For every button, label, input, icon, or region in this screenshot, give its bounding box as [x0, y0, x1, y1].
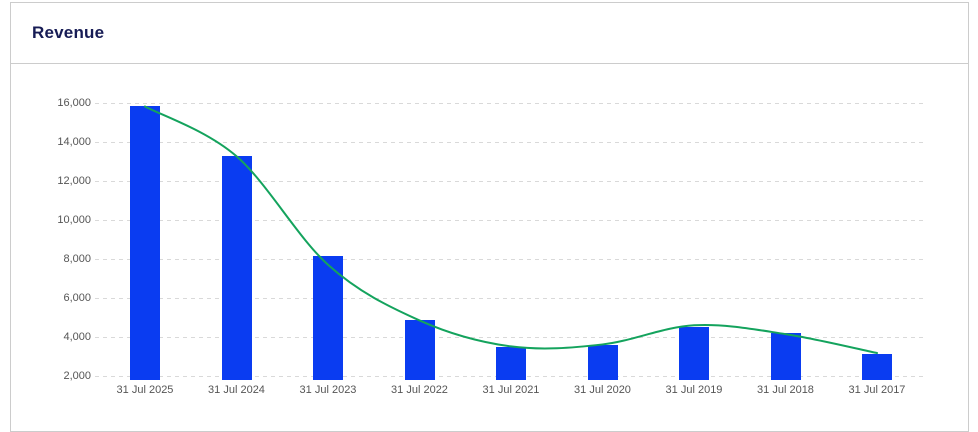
revenue-bar[interactable] — [587, 344, 618, 380]
gridline — [95, 297, 925, 299]
gridline — [95, 258, 925, 260]
y-axis-tick-label: 6,000 — [63, 291, 91, 304]
x-axis-label: 31 Jul 2024 — [208, 384, 265, 396]
y-axis-tick-label: 2,000 — [63, 370, 91, 383]
card-header: Revenue — [11, 3, 968, 64]
gridline — [95, 219, 925, 221]
x-axis-label: 31 Jul 2018 — [757, 384, 814, 396]
y-axis-tick-label: 4,000 — [63, 331, 91, 344]
revenue-chart: 2,000 4,000 6,000 8,000 10,000 12,000 14,000 16… — [11, 66, 968, 431]
x-axis-label: 31 Jul 2017 — [848, 384, 906, 396]
gridline — [95, 141, 925, 143]
revenue-bar[interactable] — [221, 156, 252, 380]
x-axis-label: 31 Jul 2021 — [482, 384, 540, 396]
revenue-trend-line — [144, 105, 878, 355]
y-axis-tick-label: 12,000 — [57, 174, 91, 187]
chart-plot-area — [95, 84, 925, 380]
y-axis-tick-label: 10,000 — [57, 213, 91, 226]
page-root: { "card": { "title": "Revenue" }, "color… — [10, 2, 969, 432]
revenue-bar[interactable] — [496, 346, 526, 380]
gridline — [95, 180, 925, 182]
x-axis-label: 31 Jul 2022 — [391, 384, 448, 396]
revenue-bar[interactable] — [770, 333, 801, 380]
x-axis-label: 31 Jul 2020 — [574, 384, 631, 396]
gridline — [95, 102, 925, 104]
revenue-bar[interactable] — [679, 327, 709, 380]
revenue-bar[interactable] — [313, 255, 343, 380]
y-axis-tick-label: 14,000 — [57, 135, 91, 148]
gridline — [95, 337, 925, 339]
x-axis-label: 31 Jul 2025 — [116, 384, 174, 396]
y-axis-tick-label: 16,000 — [57, 96, 91, 109]
revenue-bar[interactable] — [404, 320, 435, 380]
revenue-bar[interactable] — [862, 353, 892, 380]
card-title: Revenue — [32, 23, 105, 42]
revenue-card: Revenue 2,000 4,000 6,000 8,000 10,000 12,000… — [10, 2, 969, 432]
x-axis-label: 31 Jul 2023 — [299, 384, 357, 396]
x-axis-label: 31 Jul 2019 — [665, 384, 723, 396]
revenue-bar[interactable] — [130, 106, 160, 380]
y-axis-tick-label: 8,000 — [63, 252, 91, 265]
